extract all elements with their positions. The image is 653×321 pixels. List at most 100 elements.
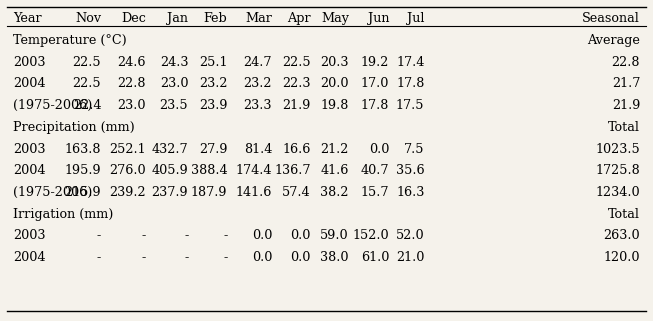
Text: -: - (223, 229, 227, 242)
Text: 23.0: 23.0 (160, 77, 188, 91)
Text: 24.7: 24.7 (244, 56, 272, 69)
Text: 16.3: 16.3 (396, 186, 424, 199)
Text: 187.9: 187.9 (191, 186, 227, 199)
Text: 215.9: 215.9 (65, 186, 101, 199)
Text: 263.0: 263.0 (603, 229, 640, 242)
Text: 24.3: 24.3 (160, 56, 188, 69)
Text: 1725.8: 1725.8 (596, 164, 640, 177)
Text: 27.9: 27.9 (199, 143, 227, 155)
Text: Total: Total (608, 121, 640, 134)
Text: Jun: Jun (368, 12, 389, 25)
Text: 7.5: 7.5 (404, 143, 424, 155)
Text: 388.4: 388.4 (191, 164, 227, 177)
Text: May: May (321, 12, 349, 25)
Text: 19.2: 19.2 (361, 56, 389, 69)
Text: 163.8: 163.8 (65, 143, 101, 155)
Text: 22.5: 22.5 (72, 56, 101, 69)
Text: 20.0: 20.0 (321, 77, 349, 91)
Text: 19.8: 19.8 (321, 99, 349, 112)
Text: 40.7: 40.7 (360, 164, 389, 177)
Text: -: - (184, 229, 188, 242)
Text: 17.8: 17.8 (396, 77, 424, 91)
Text: Dec: Dec (121, 12, 146, 25)
Text: -: - (97, 229, 101, 242)
Text: 252.1: 252.1 (110, 143, 146, 155)
Text: 22.5: 22.5 (282, 56, 311, 69)
Text: 38.0: 38.0 (321, 251, 349, 264)
Text: 23.5: 23.5 (159, 99, 188, 112)
Text: -: - (142, 229, 146, 242)
Text: Feb: Feb (204, 12, 227, 25)
Text: Seasonal: Seasonal (582, 12, 640, 25)
Text: Jul: Jul (407, 12, 424, 25)
Text: 0.0: 0.0 (369, 143, 389, 155)
Text: 52.0: 52.0 (396, 229, 424, 242)
Text: 0.0: 0.0 (290, 251, 311, 264)
Text: 22.3: 22.3 (282, 77, 311, 91)
Text: 2004: 2004 (13, 251, 46, 264)
Text: 24.6: 24.6 (118, 56, 146, 69)
Text: 20.3: 20.3 (321, 56, 349, 69)
Text: 21.9: 21.9 (282, 99, 311, 112)
Text: 237.9: 237.9 (151, 186, 188, 199)
Text: 0.0: 0.0 (251, 229, 272, 242)
Text: Jan: Jan (167, 12, 188, 25)
Text: 195.9: 195.9 (65, 164, 101, 177)
Text: 432.7: 432.7 (151, 143, 188, 155)
Text: 57.4: 57.4 (282, 186, 311, 199)
Text: (1975-2006): (1975-2006) (13, 99, 92, 112)
Text: 23.2: 23.2 (244, 77, 272, 91)
Text: Nov: Nov (75, 12, 101, 25)
Text: 17.5: 17.5 (396, 99, 424, 112)
Text: 59.0: 59.0 (320, 229, 349, 242)
Text: 23.0: 23.0 (118, 99, 146, 112)
Text: 21.7: 21.7 (612, 77, 640, 91)
Text: 23.2: 23.2 (199, 77, 227, 91)
Text: Mar: Mar (246, 12, 272, 25)
Text: 2003: 2003 (13, 143, 46, 155)
Text: 276.0: 276.0 (110, 164, 146, 177)
Text: (1975-2006): (1975-2006) (13, 186, 92, 199)
Text: 22.8: 22.8 (612, 56, 640, 69)
Text: Total: Total (608, 208, 640, 221)
Text: 61.0: 61.0 (361, 251, 389, 264)
Text: 0.0: 0.0 (290, 229, 311, 242)
Text: 38.2: 38.2 (321, 186, 349, 199)
Text: Irrigation (mm): Irrigation (mm) (13, 208, 114, 221)
Text: 21.2: 21.2 (321, 143, 349, 155)
Text: 2004: 2004 (13, 164, 46, 177)
Text: 81.4: 81.4 (244, 143, 272, 155)
Text: Apr: Apr (287, 12, 311, 25)
Text: 17.8: 17.8 (361, 99, 389, 112)
Text: 16.6: 16.6 (282, 143, 311, 155)
Text: 22.4: 22.4 (72, 99, 101, 112)
Text: 1023.5: 1023.5 (596, 143, 640, 155)
Text: 136.7: 136.7 (274, 164, 311, 177)
Text: -: - (142, 251, 146, 264)
Text: 405.9: 405.9 (151, 164, 188, 177)
Text: 22.8: 22.8 (118, 77, 146, 91)
Text: 23.9: 23.9 (199, 99, 227, 112)
Text: 174.4: 174.4 (236, 164, 272, 177)
Text: 21.9: 21.9 (612, 99, 640, 112)
Text: -: - (223, 251, 227, 264)
Text: 152.0: 152.0 (353, 229, 389, 242)
Text: 239.2: 239.2 (110, 186, 146, 199)
Text: Precipitation (mm): Precipitation (mm) (13, 121, 135, 134)
Text: 1234.0: 1234.0 (596, 186, 640, 199)
Text: 21.0: 21.0 (396, 251, 424, 264)
Text: 15.7: 15.7 (360, 186, 389, 199)
Text: 23.3: 23.3 (244, 99, 272, 112)
Text: Year: Year (13, 12, 42, 25)
Text: 2004: 2004 (13, 77, 46, 91)
Text: 25.1: 25.1 (199, 56, 227, 69)
Text: 41.6: 41.6 (321, 164, 349, 177)
Text: 141.6: 141.6 (236, 186, 272, 199)
Text: -: - (97, 251, 101, 264)
Text: 0.0: 0.0 (251, 251, 272, 264)
Text: -: - (184, 251, 188, 264)
Text: 35.6: 35.6 (396, 164, 424, 177)
Text: 17.0: 17.0 (361, 77, 389, 91)
Text: 2003: 2003 (13, 229, 46, 242)
Text: 2003: 2003 (13, 56, 46, 69)
